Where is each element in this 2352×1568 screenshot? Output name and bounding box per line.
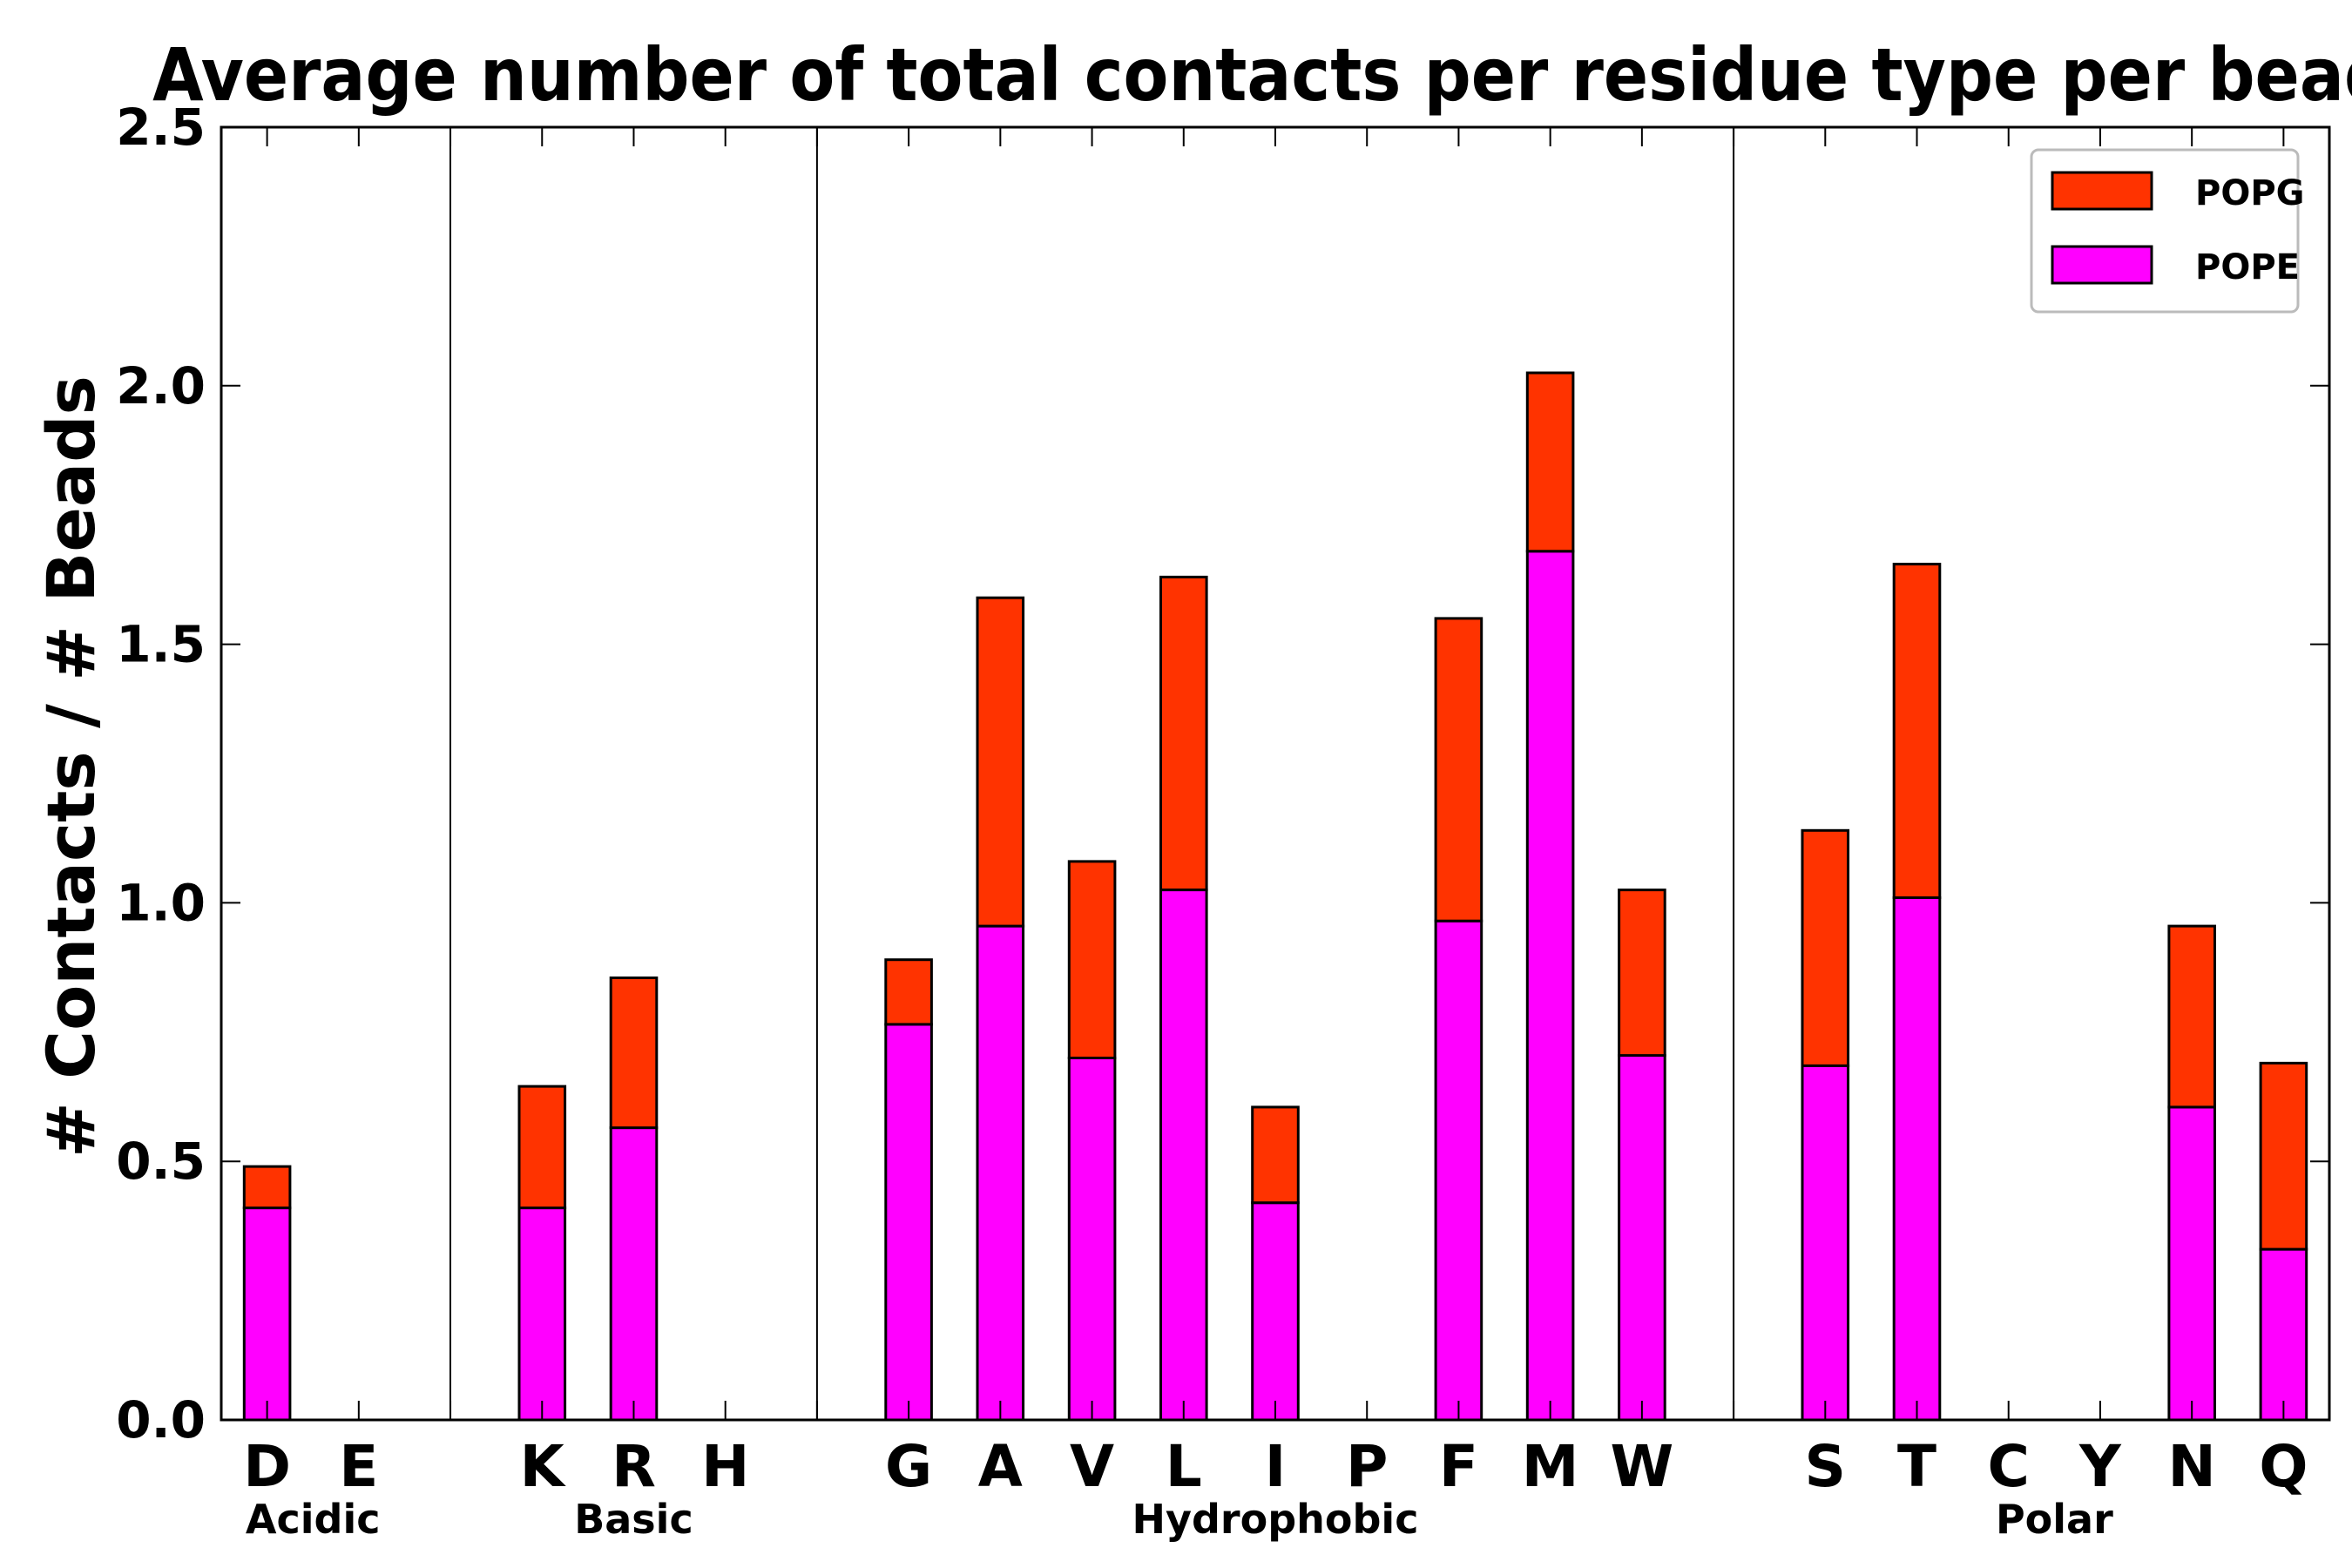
group-label-polar: Polar <box>1996 1496 2113 1543</box>
bar-popg-t <box>1892 563 1942 899</box>
bars-layer <box>242 371 2308 1422</box>
legend-swatch-popg <box>2051 171 2153 211</box>
group-label-hydrophobic: Hydrophobic <box>1132 1496 1419 1543</box>
bar-popg-d <box>242 1165 292 1210</box>
x-tick-label-f: F <box>1439 1433 1478 1500</box>
legend-swatch-pope <box>2051 245 2153 285</box>
bar-pope-s <box>1801 1064 1850 1422</box>
bar-popg-v <box>1067 860 1117 1060</box>
x-tick-label-s: S <box>1805 1433 1847 1500</box>
bar-popg-f <box>1434 617 1484 923</box>
bar-popg-k <box>517 1085 567 1210</box>
bar-popg-w <box>1618 889 1666 1058</box>
x-tick-label-d: D <box>243 1433 291 1500</box>
bar-pope-g <box>884 1023 933 1422</box>
bar-popg-a <box>976 596 1025 928</box>
bar-pope-d <box>242 1206 292 1422</box>
x-tick-label-a: A <box>978 1433 1023 1500</box>
bar-popg-q <box>2259 1061 2308 1251</box>
x-tick-label-t: T <box>1897 1433 1936 1500</box>
x-tick-label-w: W <box>1610 1433 1673 1500</box>
bar-pope-l <box>1159 889 1208 1422</box>
x-tick-label-c: C <box>1988 1433 2030 1500</box>
bar-popg-n <box>2167 924 2216 1109</box>
bar-pope-q <box>2259 1247 2308 1422</box>
bar-pope-n <box>2167 1105 2216 1422</box>
x-tick-label-y: Y <box>2078 1433 2122 1500</box>
bar-pope-i <box>1251 1201 1300 1422</box>
bar-pope-f <box>1434 919 1484 1422</box>
x-tick-label-l: L <box>1166 1433 1202 1500</box>
x-tick-label-g: G <box>885 1433 932 1500</box>
x-tick-label-e: E <box>339 1433 378 1500</box>
bar-pope-a <box>976 924 1025 1422</box>
y-tick-labels: 0.0 0.5 1.0 1.5 2.0 2.5 <box>116 98 206 1450</box>
bar-popg-m <box>1525 371 1575 553</box>
x-tick-label-n: N <box>2168 1433 2216 1500</box>
legend: POPG POPE <box>2030 148 2304 314</box>
bar-popg-i <box>1251 1105 1300 1205</box>
bar-pope-r <box>609 1126 659 1422</box>
axis-ticks <box>221 126 2329 1421</box>
x-tick-label-r: R <box>612 1433 656 1500</box>
x-tick-label-k: K <box>520 1433 567 1500</box>
bar-popg-l <box>1159 575 1208 892</box>
y-tick-label: 2.5 <box>116 98 206 157</box>
chart-title: Average number of total contacts per res… <box>152 32 2352 118</box>
x-tick-label-m: M <box>1522 1433 1579 1500</box>
group-label-acidic: Acidic <box>246 1496 381 1543</box>
x-tick-label-p: P <box>1346 1433 1388 1500</box>
legend-label-pope: POPE <box>2195 247 2300 287</box>
bar-popg-r <box>609 977 659 1130</box>
x-tick-label-v: V <box>1070 1433 1114 1500</box>
legend-label-popg: POPG <box>2195 173 2304 213</box>
y-axis-label: # Contacts / # Beads <box>32 375 110 1158</box>
bar-popg-s <box>1801 828 1850 1067</box>
y-tick-label: 0.0 <box>116 1390 206 1450</box>
group-separators <box>449 127 1735 1420</box>
group-label-basic: Basic <box>574 1496 693 1543</box>
bar-pope-w <box>1618 1054 1666 1422</box>
x-tick-label-i: I <box>1265 1433 1287 1500</box>
x-tick-label-q: Q <box>2259 1433 2308 1500</box>
y-tick-label: 1.5 <box>116 615 206 674</box>
x-tick-label-h: H <box>701 1433 749 1500</box>
bar-pope-v <box>1067 1057 1117 1422</box>
bar-pope-k <box>517 1206 567 1422</box>
bar-popg-g <box>884 958 933 1026</box>
y-tick-label: 0.5 <box>116 1132 206 1191</box>
bar-pope-m <box>1525 550 1575 1422</box>
group-labels: Acidic Basic Hydrophobic Polar <box>246 1496 2113 1543</box>
y-tick-label: 2.0 <box>116 356 206 416</box>
bar-pope-t <box>1892 896 1942 1422</box>
y-tick-label: 1.0 <box>116 873 206 932</box>
